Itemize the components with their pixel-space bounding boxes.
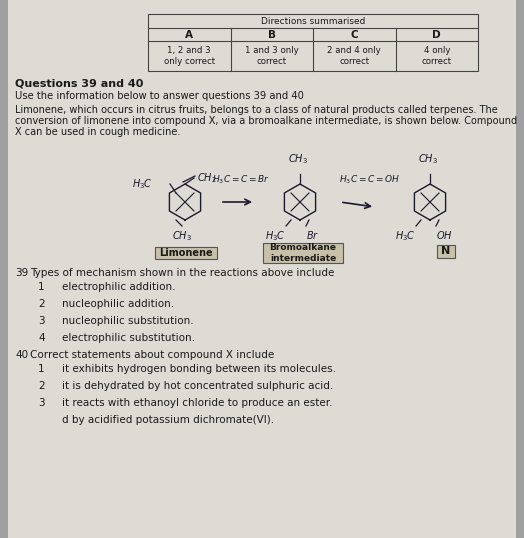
Text: nucleophilic substitution.: nucleophilic substitution. (62, 316, 194, 326)
Text: 2: 2 (38, 299, 45, 309)
Bar (155, 247, 217, 259)
Text: 4: 4 (38, 333, 45, 343)
Text: d by acidified potassium dichromate(VI).: d by acidified potassium dichromate(VI). (62, 415, 274, 425)
Text: conversion of limonene into compound X, via a bromoalkane intermediate, is shown: conversion of limonene into compound X, … (15, 116, 517, 126)
Text: $\mathit{CH_2}$: $\mathit{CH_2}$ (197, 171, 217, 185)
Text: D: D (432, 30, 441, 39)
Text: Correct statements about compound X include: Correct statements about compound X incl… (30, 350, 274, 360)
Text: Limonene: Limonene (159, 248, 213, 258)
Text: $\mathit{H_3C}$: $\mathit{H_3C}$ (395, 229, 416, 243)
Text: Limonene, which occurs in citrus fruits, belongs to a class of natural products : Limonene, which occurs in citrus fruits,… (15, 105, 498, 115)
Text: 39: 39 (15, 268, 28, 278)
Text: Use the information below to answer questions 39 and 40: Use the information below to answer ques… (15, 91, 304, 101)
Text: $\mathit{CH_3}$: $\mathit{CH_3}$ (172, 229, 192, 243)
Text: it reacts with ethanoyl chloride to produce an ester.: it reacts with ethanoyl chloride to prod… (62, 398, 333, 408)
Text: X can be used in cough medicine.: X can be used in cough medicine. (15, 127, 180, 137)
Text: N: N (441, 246, 451, 257)
Text: 4 only
correct: 4 only correct (422, 46, 452, 66)
Text: 1 and 3 only
correct: 1 and 3 only correct (245, 46, 299, 66)
Text: $\mathit{H_3C{=}C{=}Br}$: $\mathit{H_3C{=}C{=}Br}$ (212, 174, 270, 186)
Text: 2 and 4 only
correct: 2 and 4 only correct (328, 46, 381, 66)
Text: it exhibits hydrogen bonding between its molecules.: it exhibits hydrogen bonding between its… (62, 364, 336, 374)
Text: nucleophilic addition.: nucleophilic addition. (62, 299, 174, 309)
Bar (263, 243, 343, 263)
Text: B: B (268, 30, 276, 39)
Text: 2: 2 (38, 381, 45, 391)
Text: $\mathit{OH}$: $\mathit{OH}$ (436, 229, 453, 241)
Text: $\mathit{H_3C{=}C{=}OH}$: $\mathit{H_3C{=}C{=}OH}$ (339, 174, 400, 186)
Text: $\mathit{CH_3}$: $\mathit{CH_3}$ (418, 152, 438, 166)
Text: 1: 1 (38, 282, 45, 292)
Text: $\mathit{CH_3}$: $\mathit{CH_3}$ (288, 152, 308, 166)
Text: $\mathit{H_3C}$: $\mathit{H_3C}$ (265, 229, 286, 243)
Text: 3: 3 (38, 316, 45, 326)
Text: $\mathit{Br}$: $\mathit{Br}$ (306, 229, 319, 241)
Text: electrophilic substitution.: electrophilic substitution. (62, 333, 195, 343)
Text: Questions 39 and 40: Questions 39 and 40 (15, 78, 144, 88)
Text: 40: 40 (15, 350, 28, 360)
Bar (148, 14, 478, 71)
Text: $\mathit{H_3C}$: $\mathit{H_3C}$ (132, 177, 153, 191)
Text: C: C (351, 30, 358, 39)
Text: 1: 1 (38, 364, 45, 374)
Text: it is dehydrated by hot concentrated sulphuric acid.: it is dehydrated by hot concentrated sul… (62, 381, 333, 391)
Text: 3: 3 (38, 398, 45, 408)
Text: electrophilic addition.: electrophilic addition. (62, 282, 176, 292)
Bar (437, 245, 455, 258)
Text: Bromoalkane
intermediate: Bromoalkane intermediate (269, 243, 336, 263)
Text: A: A (185, 30, 193, 39)
Text: Types of mechanism shown in the reactions above include: Types of mechanism shown in the reaction… (30, 268, 334, 278)
Text: 1, 2 and 3
only correct: 1, 2 and 3 only correct (163, 46, 215, 66)
Text: Directions summarised: Directions summarised (261, 17, 365, 25)
